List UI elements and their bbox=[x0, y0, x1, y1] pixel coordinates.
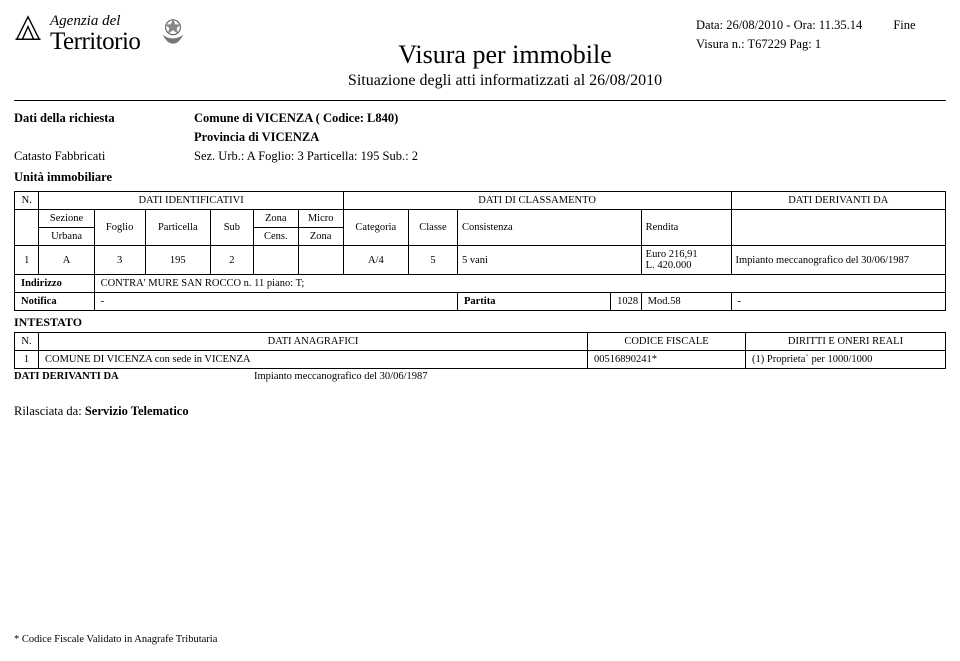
meta-time-label: - Ora: bbox=[786, 18, 816, 32]
agency-name-bottom: Territorio bbox=[50, 29, 140, 55]
addr-mod-dash: - bbox=[731, 293, 945, 311]
request-label: Dati della richiesta bbox=[14, 111, 194, 126]
request-provincia: Provincia di VICENZA bbox=[194, 130, 319, 145]
catasto-label: Catasto Fabbricati bbox=[14, 149, 194, 164]
row-sub: 2 bbox=[210, 246, 253, 275]
row-zona bbox=[253, 246, 298, 275]
ana-row-dati: COMUNE DI VICENZA con sede in VICENZA bbox=[39, 351, 588, 369]
meta-block: Data: 26/08/2010 - Ora: 11.35.14 Fine Vi… bbox=[696, 14, 946, 54]
request-comune: Comune di VICENZA ( Codice: L840) bbox=[194, 111, 398, 126]
meta-time: 11.35.14 bbox=[819, 18, 862, 32]
deriv-val: Impianto meccanografico del 30/06/1987 bbox=[254, 371, 428, 382]
addr-partita: 1028 bbox=[611, 293, 642, 311]
row-micro bbox=[298, 246, 343, 275]
sub-particella: Particella bbox=[145, 210, 210, 246]
sub-zona2: Zona bbox=[298, 228, 343, 246]
anagrafici-table: N. DATI ANAGRAFICI CODICE FISCALE DIRITT… bbox=[14, 332, 946, 369]
addr-partita-label: Partita bbox=[457, 293, 610, 311]
ana-hdr-dir: DIRITTI E ONERI REALI bbox=[746, 333, 946, 351]
state-emblem-icon bbox=[158, 14, 188, 48]
divider bbox=[14, 100, 946, 101]
ana-hdr-dati: DATI ANAGRAFICI bbox=[39, 333, 588, 351]
addr-ind-label: Indirizzo bbox=[15, 275, 95, 293]
hdr-dati-id: DATI IDENTIFICATIVI bbox=[39, 192, 343, 210]
addr-ind-val: CONTRA' MURE SAN ROCCO n. 11 piano: T; bbox=[94, 275, 945, 293]
row-classe: 5 bbox=[408, 246, 457, 275]
meta-visura-label: Visura n.: bbox=[696, 37, 745, 51]
addr-not-label: Notifica bbox=[15, 293, 95, 311]
footnote: * Codice Fiscale Validato in Anagrafe Tr… bbox=[14, 634, 217, 645]
hdr-n: N. bbox=[15, 192, 39, 210]
meta-date-label: Data: bbox=[696, 18, 723, 32]
row-consistenza: 5 vani bbox=[457, 246, 641, 275]
sub-categoria: Categoria bbox=[343, 210, 408, 246]
ana-row-cf: 00516890241* bbox=[588, 351, 746, 369]
page-subtitle: Situazione degli atti informatizzati al … bbox=[314, 72, 696, 90]
ana-hdr-cf: CODICE FISCALE bbox=[588, 333, 746, 351]
agency-name-top: Agenzia del bbox=[50, 14, 140, 29]
row-rendita: Euro 216,91 L. 420.000 bbox=[641, 246, 731, 275]
meta-date: 26/08/2010 bbox=[726, 18, 783, 32]
meta-page: 1 bbox=[815, 37, 821, 51]
row-sezione: A bbox=[39, 246, 94, 275]
hdr-dati-dv: DATI DERIVANTI DA bbox=[731, 192, 945, 210]
row-derivanti: Impianto meccanografico del 30/06/1987 bbox=[731, 246, 945, 275]
deriv-label: DATI DERIVANTI DA bbox=[14, 371, 254, 382]
released-line: Rilasciata da: Servizio Telematico bbox=[14, 404, 946, 419]
addr-not-dash: - bbox=[94, 293, 457, 311]
sub-rendita: Rendita bbox=[641, 210, 731, 246]
row-foglio: 3 bbox=[94, 246, 145, 275]
ana-row-dir: (1) Proprieta` per 1000/1000 bbox=[746, 351, 946, 369]
sub-micro: Micro bbox=[298, 210, 343, 228]
sub-consistenza: Consistenza bbox=[457, 210, 641, 246]
sub-cens: Cens. bbox=[253, 228, 298, 246]
data-table: N. DATI IDENTIFICATIVI DATI DI CLASSAMEN… bbox=[14, 191, 946, 311]
row-particella: 195 bbox=[145, 246, 210, 275]
sub-urbana: Urbana bbox=[39, 228, 94, 246]
hdr-dati-cl: DATI DI CLASSAMENTO bbox=[343, 192, 731, 210]
addr-mod-label: Mod.58 bbox=[641, 293, 731, 311]
unita-label: Unità immobiliare bbox=[14, 170, 946, 185]
row-n: 1 bbox=[15, 246, 39, 275]
sub-sub: Sub bbox=[210, 210, 253, 246]
page-title: Visura per immobile bbox=[314, 42, 696, 68]
meta-page-label: Pag: bbox=[789, 37, 811, 51]
meta-visura-no: T67229 bbox=[747, 37, 786, 51]
agency-mark-icon bbox=[14, 14, 42, 42]
ana-row-n: 1 bbox=[15, 351, 39, 369]
sub-zona: Zona bbox=[253, 210, 298, 228]
agency-logo-block: Agenzia del Territorio bbox=[14, 14, 314, 55]
meta-fine: Fine bbox=[893, 16, 915, 35]
sub-sezione: Sezione bbox=[39, 210, 94, 228]
ana-hdr-n: N. bbox=[15, 333, 39, 351]
intestato-label: INTESTATO bbox=[14, 315, 946, 330]
sub-foglio: Foglio bbox=[94, 210, 145, 246]
sub-classe: Classe bbox=[408, 210, 457, 246]
row-categoria: A/4 bbox=[343, 246, 408, 275]
catasto-val: Sez. Urb.: A Foglio: 3 Particella: 195 S… bbox=[194, 149, 418, 164]
